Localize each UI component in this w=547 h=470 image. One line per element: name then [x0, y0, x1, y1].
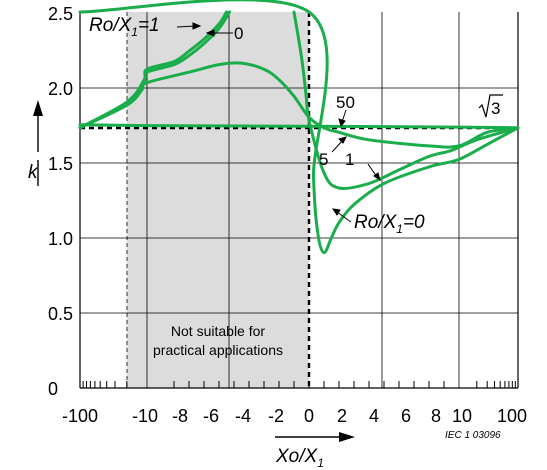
x-tick-labels: -100 -10 -8 -6 -4 -2 0 2 4 6 8 10 100 [62, 406, 527, 426]
y-axis-label-group: k [28, 100, 43, 186]
x-axis-label: Xo/X1 [275, 446, 324, 470]
svg-text:3: 3 [491, 99, 500, 118]
series-curve [78, 61, 520, 149]
series-curve [78, 0, 520, 255]
x-tick-label: 6 [401, 406, 411, 426]
x-tick-label: 100 [497, 406, 527, 426]
not-suitable-label-line1: Not suitable for [171, 323, 265, 339]
y-tick-label: 1.0 [48, 229, 73, 249]
grid [80, 12, 518, 388]
x-tick-label: -6 [203, 406, 219, 426]
y-tick-label: 1.5 [48, 154, 73, 174]
x-tick-label: 0 [304, 406, 314, 426]
y-tick-label: 2.0 [48, 79, 73, 99]
not-suitable-region [127, 12, 309, 388]
x-tick-label: 2 [337, 406, 347, 426]
x-minor-ticks [82, 381, 516, 388]
annotation-5: 5 [319, 150, 328, 169]
x-tick-label: -4 [235, 406, 251, 426]
series-curve [78, 123, 520, 130]
y-tick-label: 2.5 [48, 4, 73, 24]
curves [78, 0, 520, 255]
sqrt3-value-text: √3 [0, 0, 2, 1]
figure-credit: IEC 1 03096 [445, 430, 501, 441]
annotation-ro-x1-eq-0: Ro/X1=0 [354, 212, 425, 236]
x-tick-label: -2 [268, 406, 284, 426]
x-tick-label: 8 [431, 406, 441, 426]
y-tick-labels: 0 0.5 1.0 1.5 2.0 2.5 [48, 4, 73, 399]
x-tick-label: 4 [369, 406, 379, 426]
annotation-leaders [176, 22, 381, 223]
x-tick-label: -100 [62, 406, 98, 426]
sqrt3-label: 3 [478, 94, 503, 118]
annotation-1: 1 [345, 150, 354, 169]
series-curve [292, 10, 520, 190]
x-tick-label: 10 [452, 406, 472, 426]
not-suitable-label-line2: practical applications [153, 342, 283, 358]
y-axis-label: k [28, 162, 39, 183]
x-axis-label-group: Xo/X1 [275, 432, 355, 470]
y-tick-label: 0.5 [48, 304, 73, 324]
x-tick-label: -10 [132, 406, 158, 426]
x-tick-label: -8 [172, 406, 188, 426]
annotation-0: 0 [234, 24, 243, 43]
annotation-ro-x1-eq-1: Ro/X1=1 [89, 15, 160, 39]
annotation-50: 50 [336, 93, 355, 112]
y-tick-label: 0 [48, 379, 58, 399]
